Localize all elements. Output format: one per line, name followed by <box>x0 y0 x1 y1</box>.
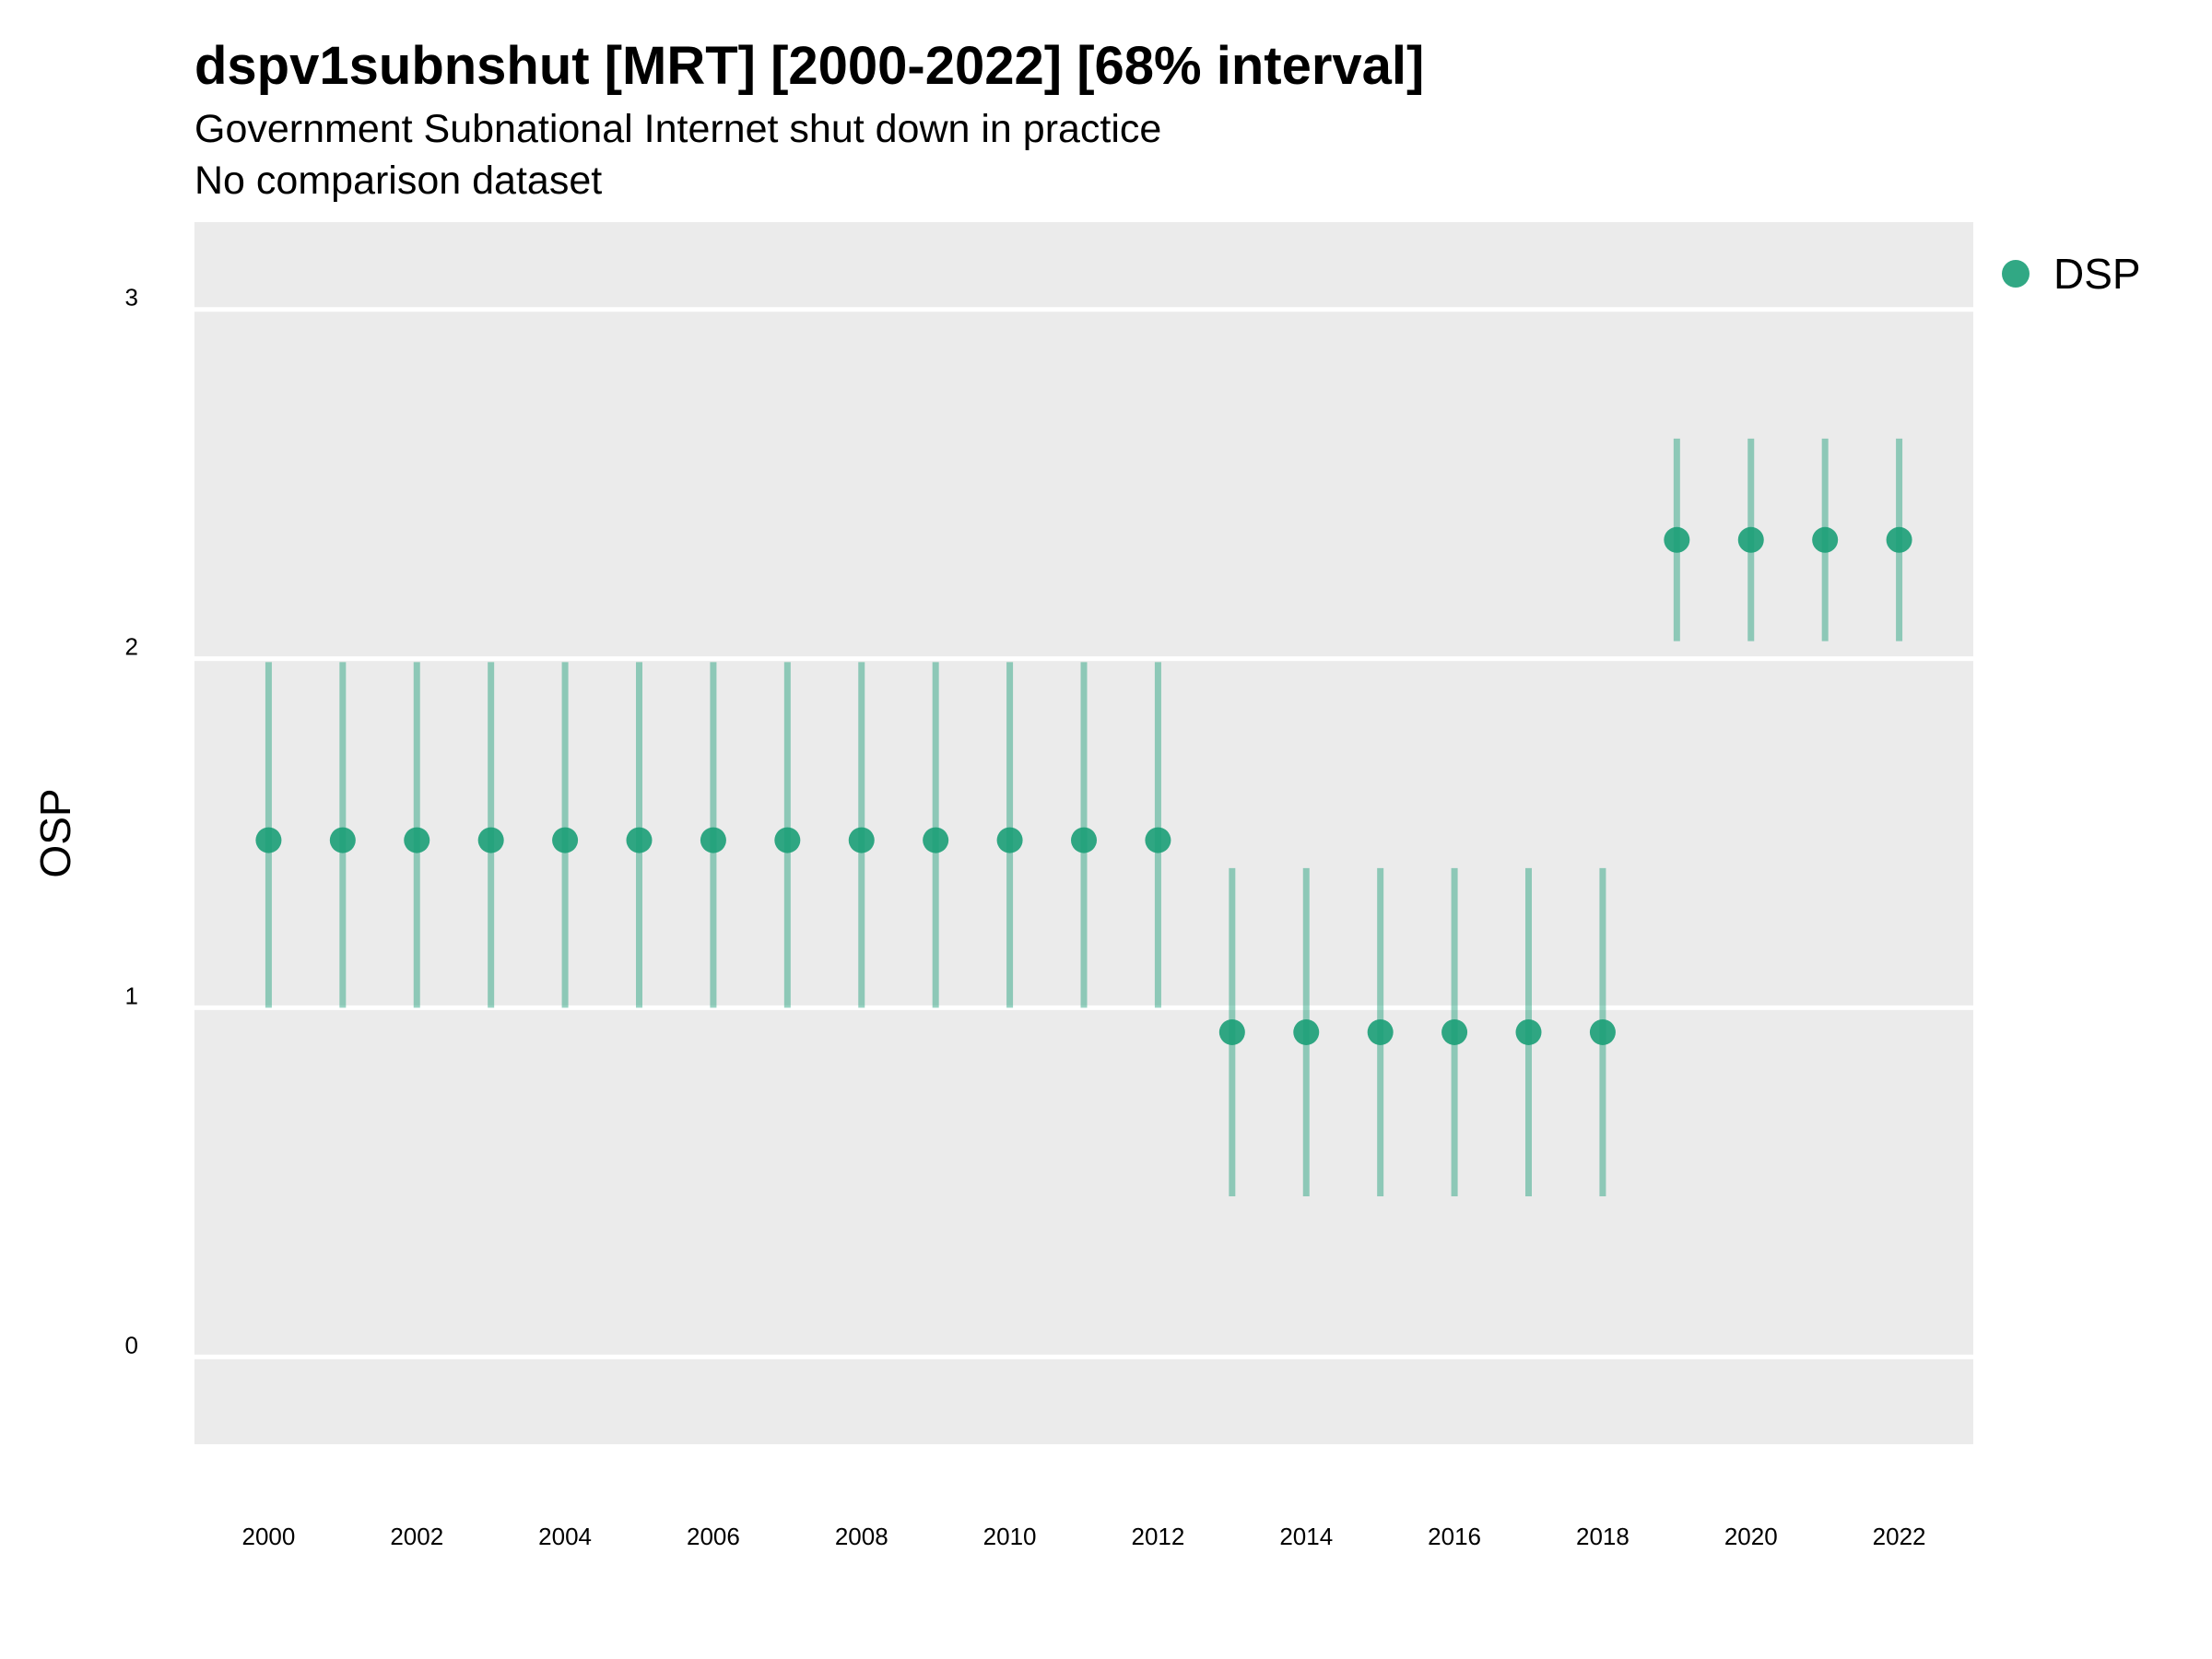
chart-title: dspv1subnshut [MRT] [2000-2022] [68% int… <box>194 36 1425 96</box>
data-point <box>1737 526 1764 553</box>
data-point <box>1218 1018 1245 1045</box>
y-tick-labels: 0 1 2 3 <box>125 284 138 1359</box>
data-point <box>1664 526 1690 553</box>
data-point <box>1367 1018 1394 1045</box>
x-tick-label: 2012 <box>1131 1523 1184 1550</box>
chart-note: No comparison dataset <box>194 159 603 203</box>
chart-subtitle: Government Subnational Internet shut dow… <box>194 107 1162 151</box>
data-point <box>255 827 282 853</box>
data-point <box>1071 827 1097 853</box>
x-tick-label: 2022 <box>1873 1523 1926 1550</box>
x-tick-label: 2016 <box>1428 1523 1481 1550</box>
data-point <box>923 827 949 853</box>
data-point <box>404 827 430 853</box>
series-dsp <box>255 438 1912 1197</box>
x-tick-label: 2002 <box>390 1523 443 1550</box>
data-point <box>552 827 579 853</box>
data-point <box>700 827 726 853</box>
x-tick-label: 2000 <box>241 1523 295 1550</box>
x-tick-label: 2010 <box>983 1523 1037 1550</box>
data-point <box>1293 1018 1320 1045</box>
data-point <box>774 827 801 853</box>
data-point <box>1886 526 1912 553</box>
data-point <box>1441 1018 1468 1045</box>
x-tick-label: 2020 <box>1724 1523 1778 1550</box>
data-point <box>1145 827 1171 853</box>
x-tick-label: 2004 <box>538 1523 592 1550</box>
x-tick-label: 2018 <box>1576 1523 1630 1550</box>
data-point <box>329 827 356 853</box>
data-point <box>626 827 653 853</box>
y-tick-label: 2 <box>125 633 138 661</box>
data-point <box>996 827 1023 853</box>
y-tick-label: 1 <box>125 982 138 1009</box>
y-tick-label: 3 <box>125 284 138 312</box>
legend: DSP <box>2002 249 2141 299</box>
data-point <box>1515 1018 1542 1045</box>
y-axis-label: OSP <box>31 788 79 877</box>
data-point <box>477 827 504 853</box>
data-point <box>848 827 875 853</box>
gridlines <box>194 307 1973 1359</box>
x-tick-label: 2014 <box>1279 1523 1333 1550</box>
x-tick-label: 2008 <box>835 1523 888 1550</box>
x-tick-label: 2006 <box>687 1523 740 1550</box>
data-point <box>1812 526 1839 553</box>
data-point <box>1589 1018 1616 1045</box>
x-tick-labels: 2000 2002 2004 2006 2008 2010 2012 2014 2016 2018… <box>241 1523 1925 1550</box>
y-tick-label: 0 <box>125 1331 138 1359</box>
legend-marker-dsp <box>2002 260 2030 288</box>
legend-label-dsp: DSP <box>2053 250 2141 298</box>
